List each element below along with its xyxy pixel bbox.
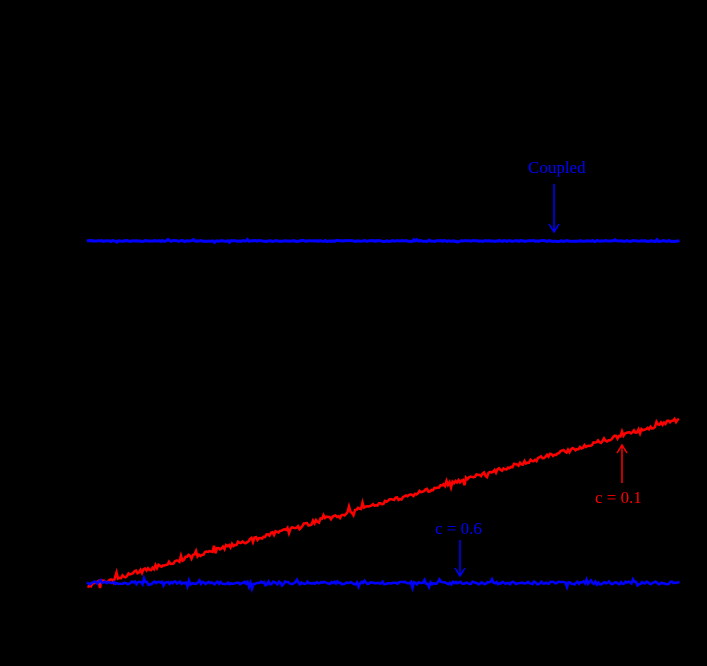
arrowhead-icon bbox=[616, 443, 628, 454]
series-line-c-0-1 bbox=[86, 416, 680, 589]
series-line-c-0-6 bbox=[86, 574, 680, 594]
annotation-arrows bbox=[454, 184, 628, 578]
label-coupled: Coupled bbox=[528, 158, 586, 177]
label-c-0-1: c = 0.1 bbox=[595, 488, 642, 507]
series-layer bbox=[86, 237, 680, 594]
label-c-0-6: c = 0.6 bbox=[435, 519, 482, 538]
arrowhead-icon bbox=[454, 567, 466, 578]
series-line-coupled bbox=[86, 237, 680, 245]
arrowhead-icon bbox=[548, 223, 560, 234]
